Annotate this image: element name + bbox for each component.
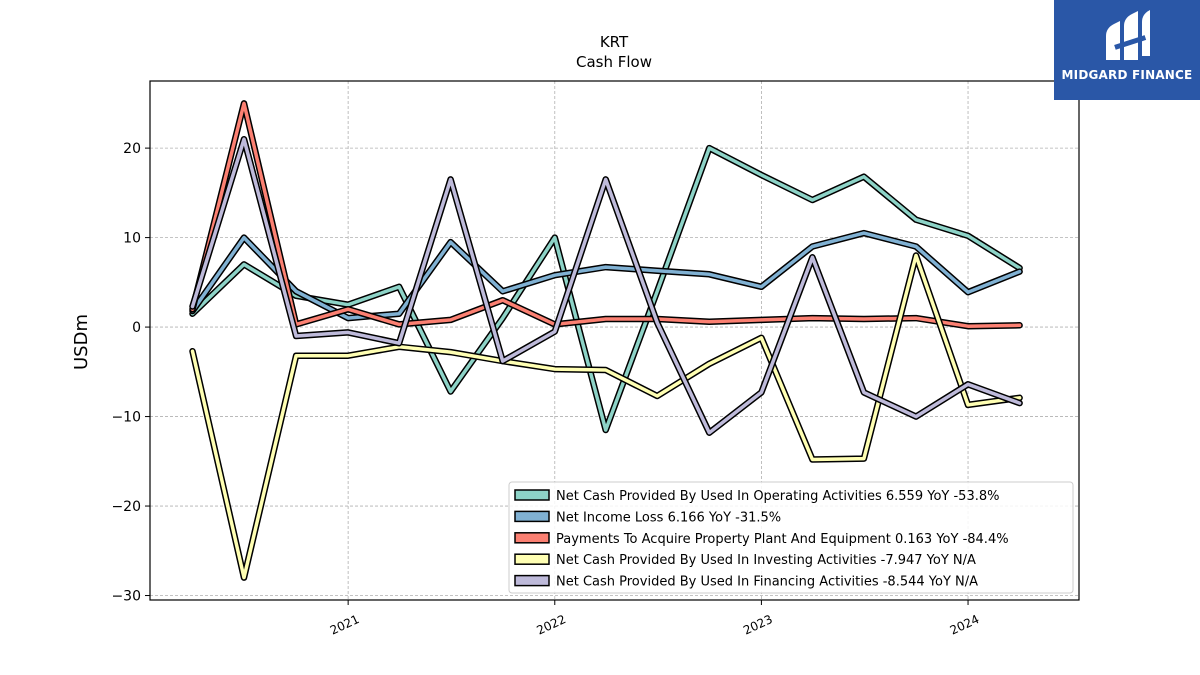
y-tick-label: 20 — [123, 141, 141, 157]
series-line-outline-2 — [189, 100, 1023, 330]
y-tick-label: −30 — [111, 589, 141, 605]
series-line-1 — [190, 231, 1022, 320]
y-axis-label: USDm — [71, 314, 92, 370]
plot-frame — [149, 80, 1080, 601]
legend-label-1: Net Income Loss 6.166 YoY -31.5% — [556, 510, 781, 525]
brand-logo-icon — [1106, 10, 1150, 60]
x-tick-label: 2022 — [534, 612, 568, 638]
series-line-2 — [190, 101, 1022, 328]
y-tick-label: −10 — [111, 410, 141, 426]
brand-logo: MIDGARD FINANCE — [1054, 0, 1200, 100]
legend-swatch-4 — [514, 574, 550, 587]
legend-swatch-1 — [514, 510, 550, 523]
legend-label-2: Payments To Acquire Property Plant And E… — [556, 532, 1009, 547]
series-layer — [189, 100, 1023, 581]
x-tick-label: 2021 — [328, 612, 362, 638]
series-line-4 — [190, 137, 1022, 435]
legend-label-4: Net Cash Provided By Used In Financing A… — [556, 575, 978, 590]
series-line-outline-1 — [189, 229, 1023, 322]
series-line-outline-0 — [189, 144, 1023, 434]
legend-box — [508, 481, 1074, 594]
y-tick-label: 10 — [123, 231, 141, 247]
legend-swatch-2 — [514, 532, 550, 544]
x-tick-label: 2023 — [741, 612, 775, 638]
series-line-3 — [190, 253, 1022, 580]
legend-label-0: Net Cash Provided By Used In Operating A… — [556, 489, 999, 504]
legend: Net Cash Provided By Used In Operating A… — [508, 481, 1074, 594]
legend-label-3: Net Cash Provided By Used In Investing A… — [556, 553, 976, 568]
chart-subtitle: Cash Flow — [576, 53, 652, 71]
legend-swatch-3 — [514, 553, 550, 565]
legend-swatch-0 — [514, 489, 550, 501]
y-tick-label: −20 — [111, 499, 141, 515]
y-tick-label: 0 — [132, 320, 141, 336]
brand-name: MIDGARD FINANCE — [1061, 68, 1193, 82]
chart-title: KRT — [600, 33, 629, 51]
x-tick-label: 2024 — [948, 612, 982, 638]
series-line-0 — [190, 146, 1022, 432]
